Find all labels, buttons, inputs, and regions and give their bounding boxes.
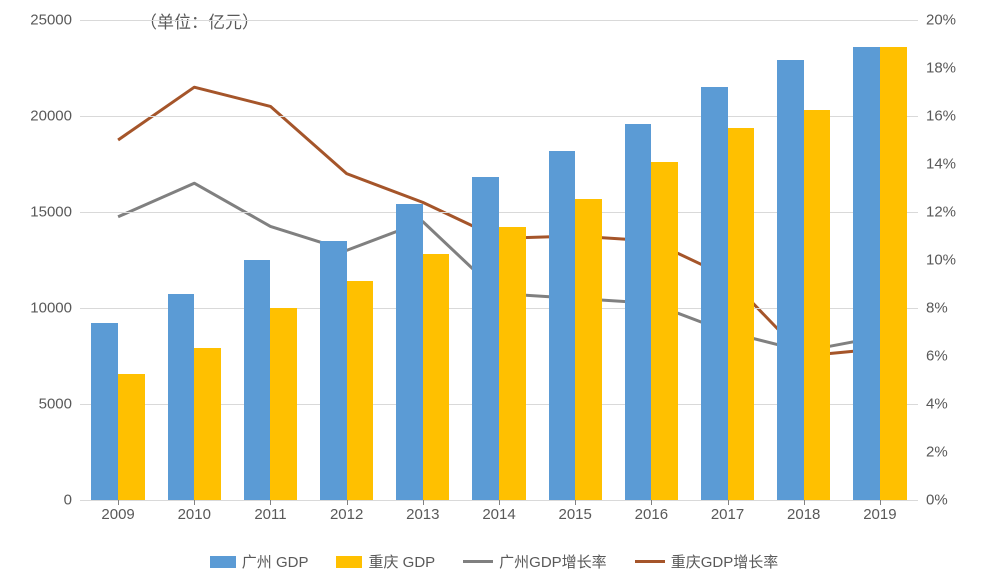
plot-area: 05000100001500020000250000%2%4%6%8%10%12… <box>80 20 918 500</box>
x-tick <box>728 500 729 505</box>
y-right-tick-label: 2% <box>926 444 948 461</box>
legend-item: 广州GDP增长率 <box>463 551 607 572</box>
bar-cq_gdp <box>575 199 602 500</box>
y-right-tick-label: 16% <box>926 108 956 125</box>
legend-swatch-bar <box>210 556 236 568</box>
y-right-tick-label: 20% <box>926 12 956 29</box>
y-left-tick-label: 15000 <box>30 204 72 221</box>
x-tick <box>575 500 576 505</box>
y-right-tick-label: 4% <box>926 396 948 413</box>
x-tick <box>347 500 348 505</box>
x-tick-label: 2009 <box>101 506 134 523</box>
bar-cq_gdp <box>194 348 221 500</box>
bar-cq_gdp <box>880 47 907 500</box>
y-right-tick-label: 18% <box>926 60 956 77</box>
bar-gz_gdp <box>396 204 423 500</box>
bar-cq_gdp <box>499 227 526 500</box>
bar-cq_gdp <box>804 110 831 500</box>
x-tick <box>499 500 500 505</box>
bar-gz_gdp <box>320 241 347 500</box>
x-tick <box>804 500 805 505</box>
y-right-tick-label: 10% <box>926 252 956 269</box>
x-tick-label: 2012 <box>330 506 363 523</box>
legend-label: 重庆 GDP <box>368 551 435 572</box>
x-tick-label: 2018 <box>787 506 820 523</box>
y-right-tick-label: 12% <box>926 204 956 221</box>
x-tick-label: 2016 <box>635 506 668 523</box>
bar-gz_gdp <box>853 47 880 500</box>
legend-item: 广州 GDP <box>210 551 309 572</box>
bar-cq_gdp <box>651 162 678 500</box>
legend-item: 重庆GDP增长率 <box>635 551 779 572</box>
legend-swatch-line <box>463 560 493 563</box>
bar-gz_gdp <box>701 87 728 500</box>
x-tick <box>270 500 271 505</box>
x-tick-label: 2019 <box>863 506 896 523</box>
legend-swatch-bar <box>336 556 362 568</box>
gridline <box>80 20 918 21</box>
bar-gz_gdp <box>549 151 576 500</box>
y-left-tick-label: 5000 <box>39 396 72 413</box>
x-tick-label: 2014 <box>482 506 515 523</box>
legend-label: 广州GDP增长率 <box>499 551 607 572</box>
x-tick-label: 2010 <box>178 506 211 523</box>
legend-swatch-line <box>635 560 665 563</box>
y-right-tick-label: 6% <box>926 348 948 365</box>
x-tick-label: 2013 <box>406 506 439 523</box>
x-tick <box>423 500 424 505</box>
bar-cq_gdp <box>728 128 755 500</box>
x-tick-label: 2015 <box>558 506 591 523</box>
y-left-tick-label: 0 <box>64 492 72 509</box>
legend-label: 广州 GDP <box>242 551 309 572</box>
bar-gz_gdp <box>91 323 118 500</box>
bar-gz_gdp <box>777 60 804 500</box>
x-tick <box>194 500 195 505</box>
bar-gz_gdp <box>625 124 652 500</box>
x-tick-label: 2017 <box>711 506 744 523</box>
bar-cq_gdp <box>118 374 145 500</box>
gdp-chart: （单位：亿元） 05000100001500020000250000%2%4%6… <box>0 0 988 580</box>
bar-gz_gdp <box>168 294 195 500</box>
bar-gz_gdp <box>472 177 499 500</box>
y-right-tick-label: 8% <box>926 300 948 317</box>
y-left-tick-label: 25000 <box>30 12 72 29</box>
x-tick-label: 2011 <box>254 506 286 523</box>
x-tick <box>651 500 652 505</box>
x-tick <box>880 500 881 505</box>
y-right-tick-label: 0% <box>926 492 948 509</box>
legend: 广州 GDP 重庆 GDP 广州GDP增长率 重庆GDP增长率 <box>0 551 988 572</box>
y-left-tick-label: 10000 <box>30 300 72 317</box>
y-right-tick-label: 14% <box>926 156 956 173</box>
legend-item: 重庆 GDP <box>336 551 435 572</box>
bar-gz_gdp <box>244 260 271 500</box>
bar-cq_gdp <box>347 281 374 500</box>
x-tick <box>118 500 119 505</box>
bar-cq_gdp <box>423 254 450 500</box>
legend-label: 重庆GDP增长率 <box>671 551 779 572</box>
bar-cq_gdp <box>270 308 297 500</box>
y-left-tick-label: 20000 <box>30 108 72 125</box>
